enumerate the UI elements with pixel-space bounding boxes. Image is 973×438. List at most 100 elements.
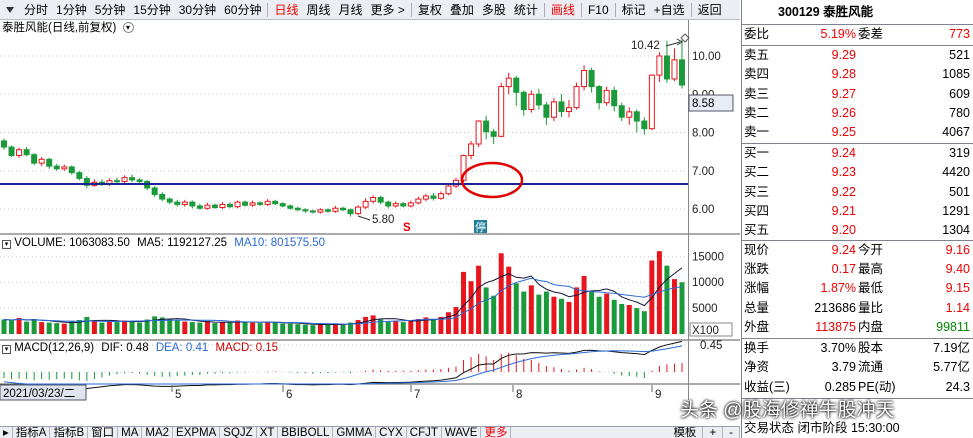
kline-chart[interactable]: 10.009.008.007.006.0010.425.80S停8.581500… (0, 20, 740, 426)
volume-bar-up (61, 323, 67, 334)
template-button[interactable]: 模板 (667, 427, 704, 438)
toolbar-item-14[interactable]: 画线 (550, 2, 575, 17)
ask-price: 9.29 (831, 48, 856, 62)
panel-divider (742, 24, 973, 25)
low-price-label: 5.80 (372, 214, 394, 226)
volume-bar-down (257, 323, 263, 334)
vol-ma5-value: MA5: 1192127.25 (137, 237, 228, 249)
tab-7[interactable]: XT (257, 427, 279, 438)
tab-scroll-icon[interactable]: ▸ (0, 427, 13, 438)
candle-up (566, 107, 572, 112)
tab-13[interactable]: 更多 (481, 427, 512, 438)
halt-marker: 停 (475, 220, 486, 234)
toolbar-item-3[interactable]: 15分钟 (133, 2, 171, 17)
tab-5[interactable]: EXPMA (173, 427, 221, 438)
toolbar-item-5[interactable]: 60分钟 (224, 2, 262, 17)
tab-11[interactable]: CFJT (407, 427, 442, 438)
toolbar-item-1[interactable]: 1分钟 (56, 2, 87, 17)
chart-title: 泰胜风能(日线,前复权) (2, 22, 117, 34)
toolbar-item-7[interactable]: 周线 (306, 2, 331, 17)
volume-ma10-line (3, 277, 683, 325)
weibi-row: 委比 5.19% 委差 773 (742, 25, 973, 44)
volume-bar-down (152, 316, 158, 334)
volume-bar-up (476, 265, 482, 334)
tab-2[interactable]: 窗口 (88, 427, 119, 438)
candle-down (324, 209, 331, 212)
menu-icon[interactable] (0, 0, 20, 19)
stock-code-name: 300129 泰胜风能 (778, 5, 874, 19)
high-price-label: 10.42 (631, 40, 660, 52)
toolbar-item-2[interactable]: 5分钟 (94, 2, 126, 17)
candle-up (422, 195, 429, 200)
panel-divider (742, 143, 973, 144)
tab-1[interactable]: 指标B (50, 427, 89, 438)
ask-volume: 780 (949, 105, 970, 120)
ask-price: 9.26 (831, 105, 856, 120)
candle-down (129, 177, 136, 181)
panel-divider (742, 338, 973, 339)
ask-volume: 4067 (942, 125, 970, 140)
ask-price: 9.25 (831, 125, 856, 140)
toolbar-item-6[interactable]: 日线 (274, 2, 299, 17)
toolbar-item-0[interactable]: 分时 (24, 2, 49, 17)
chart-canvas[interactable]: 10.009.008.007.006.0010.425.80S停8.581500… (0, 20, 740, 426)
volume-bar-down (634, 308, 640, 334)
candle-down (53, 165, 60, 170)
zoom-in-button[interactable]: + (703, 427, 724, 438)
toolbar-item-17[interactable]: +自选 (653, 2, 685, 17)
volume-bar-down (54, 323, 60, 334)
collapse-icon[interactable]: ▾ (2, 240, 11, 249)
toolbar-item-15[interactable]: F10 (587, 2, 609, 17)
toolbar-item-8[interactable]: 月线 (338, 2, 363, 17)
stat-label: 涨跌 (744, 262, 770, 277)
ask-volume: 1085 (942, 67, 970, 82)
toolbar-item-10[interactable]: 复权 (417, 2, 442, 17)
toolbar-item-9[interactable]: 更多 > (370, 2, 405, 17)
volume-bar-down (272, 322, 278, 334)
high-arrow (676, 38, 683, 46)
tab-9[interactable]: GMMA (333, 427, 377, 438)
toolbar-item-13[interactable]: 统计 (513, 2, 538, 17)
tab-4[interactable]: MA2 (142, 427, 174, 438)
candle-down (279, 203, 286, 207)
stat-label: 量比 (858, 300, 884, 315)
volume-bar-down (280, 323, 286, 334)
tab-8[interactable]: BBIBOLL (278, 427, 334, 438)
stat-label: 今开 (858, 243, 884, 257)
candle-down (302, 209, 309, 212)
candle-up (415, 198, 422, 204)
stat-label: 流通 (858, 360, 884, 375)
volume-bar-down (348, 322, 354, 334)
volume-bar-down (543, 291, 549, 334)
candle-up (370, 197, 377, 202)
tab-12[interactable]: WAVE (442, 427, 482, 438)
volume-axis-label: 10000 (692, 277, 724, 289)
stat-value: 24.3 (945, 379, 970, 394)
tab-6[interactable]: SQJZ (220, 427, 257, 438)
toolbar-item-16[interactable]: 标记 (621, 2, 646, 17)
volume-bar-up (528, 285, 534, 334)
volume-bar-down (619, 303, 625, 334)
toolbar-item-18[interactable]: 返回 (697, 2, 722, 17)
toolbar-item-12[interactable]: 多股 (481, 2, 506, 17)
candle-up (573, 86, 580, 109)
volume-bar-up (317, 324, 323, 334)
volume-bar-down (197, 322, 203, 334)
stat-label: 收益(三) (744, 379, 790, 394)
zoom-out-button[interactable]: - (723, 427, 740, 438)
tab-10[interactable]: CYX (376, 427, 407, 438)
volume-bar-down (641, 311, 647, 334)
candle-down (309, 210, 316, 213)
annotation-circle (460, 161, 524, 199)
candle-down (385, 201, 392, 207)
toolbar-item-11[interactable]: 叠加 (449, 2, 474, 17)
tab-0[interactable]: 指标A (13, 427, 51, 438)
collapse-icon[interactable]: ▾ (2, 345, 11, 354)
volume-bar-down (596, 296, 602, 334)
bid-volume: 1291 (942, 203, 970, 218)
toolbar-item-4[interactable]: 30分钟 (178, 2, 217, 17)
volume-bar-down (31, 318, 37, 334)
chevron-down-icon[interactable]: ▾ (122, 22, 134, 34)
volume-bar-down (212, 323, 218, 334)
tab-3[interactable]: MA (118, 427, 143, 438)
